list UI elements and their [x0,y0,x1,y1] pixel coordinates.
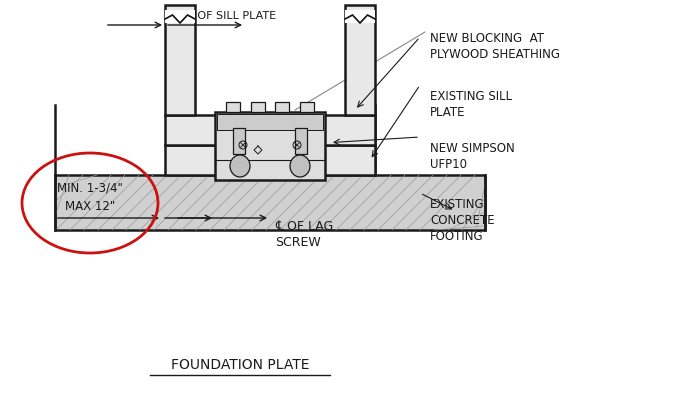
Bar [55,175,485,230]
Bar [233,128,245,154]
Text: FOUNDATION PLATE: FOUNDATION PLATE [171,358,309,372]
Bar [251,102,265,112]
Text: ℄ OF LAG
SCREW: ℄ OF LAG SCREW [275,220,333,249]
Text: EXISTING SILL
PLATE: EXISTING SILL PLATE [430,90,512,119]
Bar [165,5,195,115]
Bar [165,115,375,145]
Bar [275,102,289,112]
Bar [345,5,375,115]
Bar [217,114,323,130]
Bar [215,112,325,180]
Ellipse shape [290,155,310,177]
Ellipse shape [230,155,250,177]
Bar [295,128,307,154]
Bar [345,10,375,23]
Bar [165,145,375,175]
Bar [165,10,195,23]
Bar [226,102,240,112]
Bar [300,102,314,112]
Text: END OF SILL PLATE: END OF SILL PLATE [170,11,276,21]
Text: EXISTING
CONCRETE
FOOTING: EXISTING CONCRETE FOOTING [430,198,495,243]
Text: NEW BLOCKING  AT
PLYWOOD SHEATHING: NEW BLOCKING AT PLYWOOD SHEATHING [430,32,560,61]
Text: MIN. 1-3/4"
MAX 12": MIN. 1-3/4" MAX 12" [57,182,123,212]
Text: NEW SIMPSON
UFP10: NEW SIMPSON UFP10 [430,142,514,171]
